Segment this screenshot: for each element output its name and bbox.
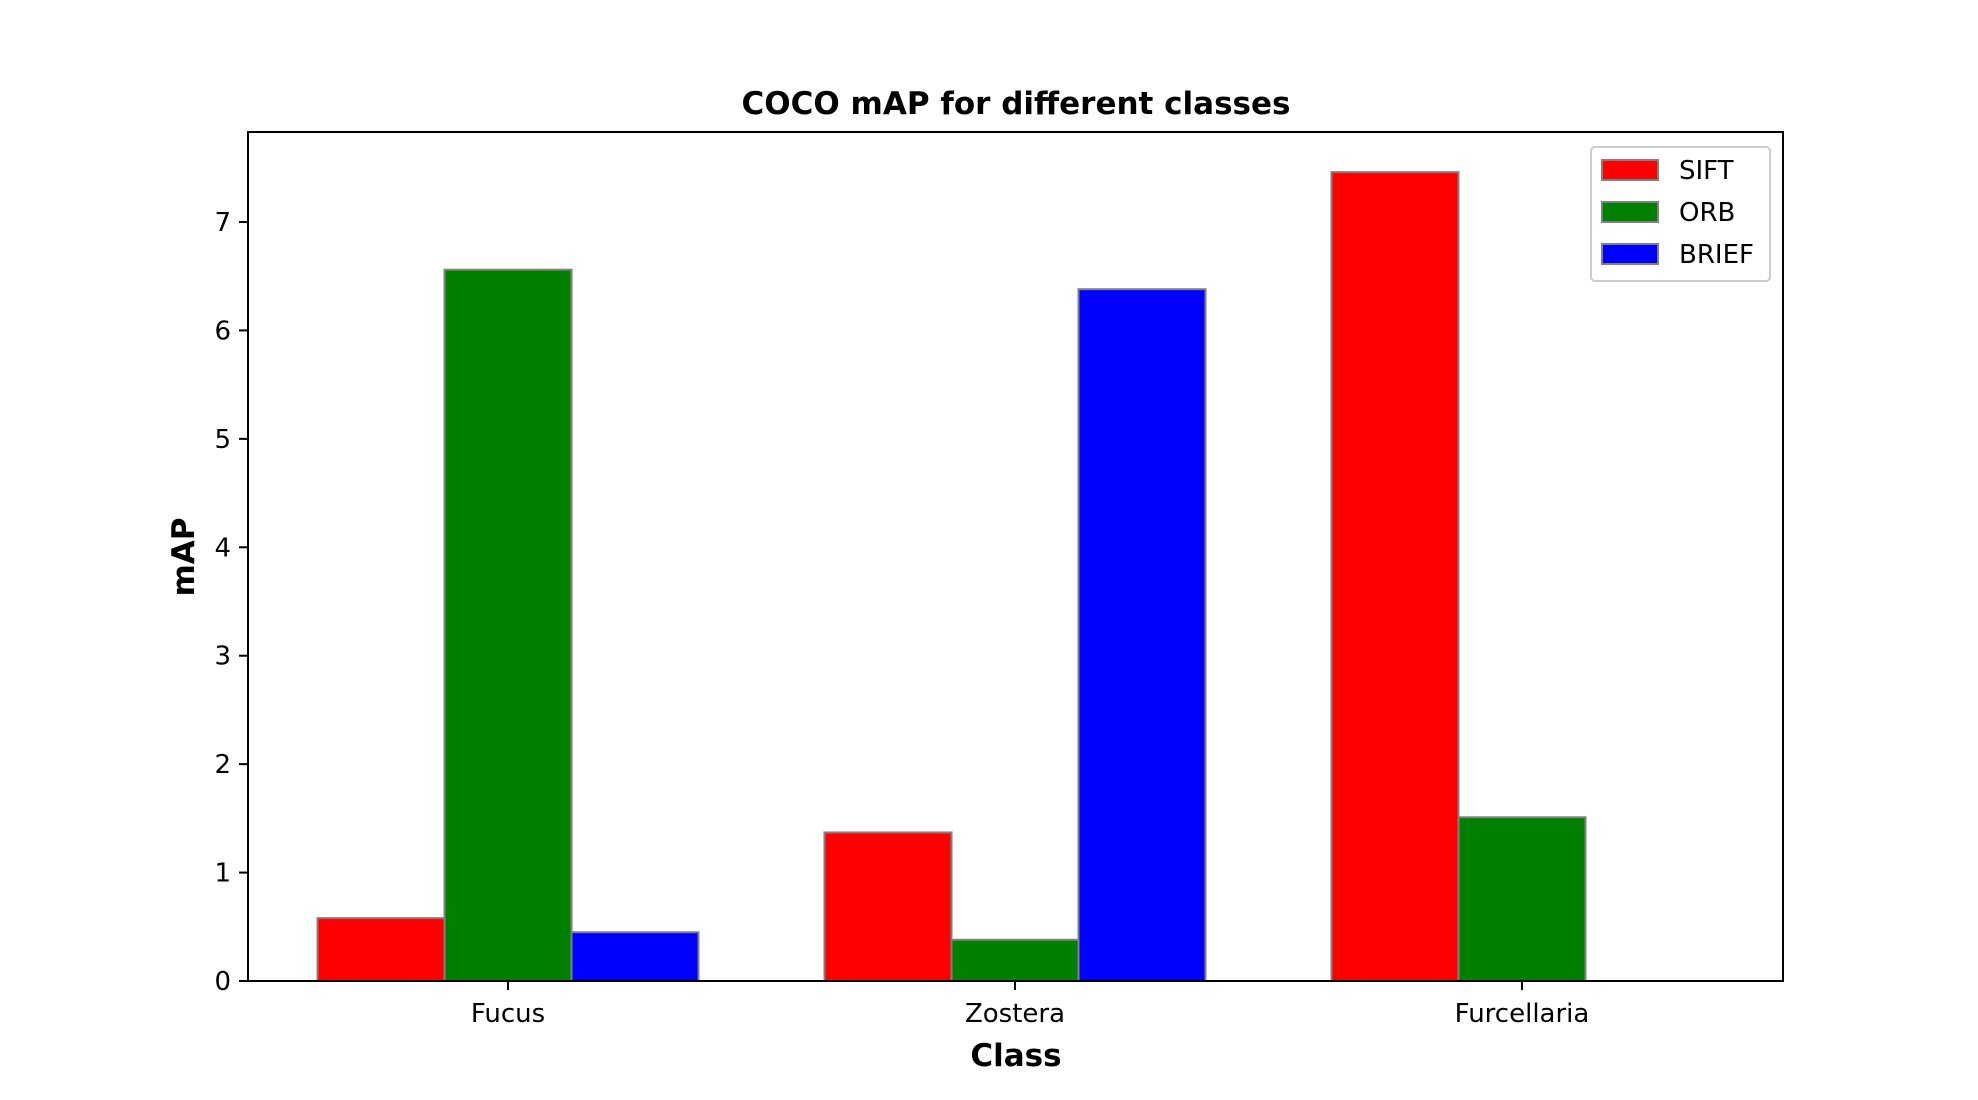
y-tick-label: 1: [214, 859, 231, 889]
y-tick-label: 7: [214, 208, 231, 238]
bar-sift-fucus: [316, 917, 446, 982]
bar-orb-zostera: [950, 938, 1080, 982]
bar-brief-zostera: [1077, 288, 1207, 982]
chart-title: COCO mAP for different classes: [742, 86, 1291, 122]
x-axis: Fucus Zostera Furcellaria: [471, 981, 1590, 1029]
legend: SIFT ORB BRIEF: [1590, 146, 1771, 282]
legend-label-brief: BRIEF: [1679, 240, 1754, 270]
legend-label-orb: ORB: [1679, 198, 1735, 228]
legend-swatch-sift: [1601, 159, 1659, 181]
y-tick-label: 3: [214, 642, 231, 672]
y-tick-label: 5: [214, 425, 231, 455]
bar-orb-fucus: [443, 268, 573, 983]
legend-swatch-orb: [1601, 201, 1659, 223]
bars-group: [316, 171, 1587, 983]
x-tick-label: Fucus: [471, 999, 545, 1029]
y-axis-label: mAP: [166, 517, 202, 596]
bar-sift-zostera: [823, 831, 953, 982]
bar-orb-furcellaria: [1457, 816, 1587, 982]
x-tick-label: Furcellaria: [1455, 999, 1590, 1029]
bar-sift-furcellaria: [1330, 171, 1460, 982]
y-tick-label: 2: [214, 750, 231, 780]
legend-swatch-brief: [1601, 243, 1659, 265]
x-axis-label: Class: [970, 1038, 1061, 1074]
x-tick-label: Zostera: [965, 999, 1065, 1029]
y-tick-label: 0: [214, 967, 231, 997]
y-tick-label: 4: [214, 533, 231, 563]
legend-label-sift: SIFT: [1679, 156, 1734, 186]
bar-brief-fucus: [570, 931, 700, 983]
y-tick-label: 6: [214, 316, 231, 346]
y-axis: 0 1 2 3 4 5 6 7: [214, 208, 248, 997]
